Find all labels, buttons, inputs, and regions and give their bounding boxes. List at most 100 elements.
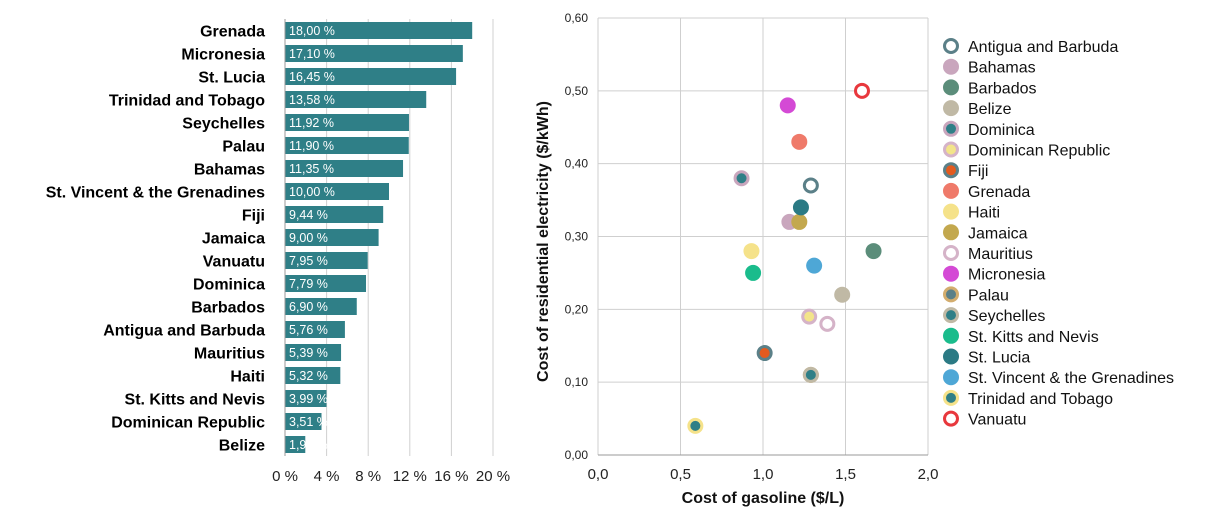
legend-marker: [943, 162, 959, 179]
bar-x-tick-label: 20 %: [476, 468, 510, 485]
scatter-x-tick-label: 2,0: [918, 466, 939, 483]
legend-label: Antigua and Barbuda: [968, 39, 1118, 56]
bar-value-label: 17,10 %: [289, 47, 335, 61]
bar-category-label: Mauritius: [194, 346, 265, 363]
bar-value-label: 7,95 %: [289, 254, 328, 268]
bar: [285, 344, 342, 361]
legend-marker: [943, 389, 959, 406]
bar-value-label: 5,32 %: [289, 369, 328, 383]
scatter-y-tick-label: 0,20: [565, 302, 589, 316]
scatter-point: [801, 308, 818, 325]
scatter-point: [733, 170, 750, 187]
legend-label: Palau: [968, 287, 1009, 304]
legend-label: St. Kitts and Nevis: [968, 329, 1099, 346]
legend-label: Dominica: [968, 122, 1035, 139]
scatter-point: [802, 177, 819, 194]
bar: [285, 68, 457, 85]
bar: [285, 275, 367, 292]
bar-category-label: Jamaica: [202, 231, 265, 248]
scatter-y-tick-label: 0,60: [565, 11, 589, 25]
bar-x-tick-label: 12 %: [393, 468, 427, 485]
bar-x-tick-label: 16 %: [434, 468, 468, 485]
legend-marker: [943, 265, 959, 282]
bar: [285, 206, 384, 223]
scatter-point: [687, 417, 704, 434]
bar-category-label: Dominica: [193, 277, 265, 294]
bar-category-label: Antigua and Barbuda: [103, 323, 265, 340]
legend-label: Trinidad and Tobago: [968, 391, 1113, 408]
bar-category-label: Grenada: [200, 24, 265, 41]
scatter-y-tick-label: 0,50: [565, 84, 589, 98]
bar-category-label: St. Lucia: [198, 70, 265, 87]
legend-marker: [943, 141, 959, 158]
scatter-point: [743, 243, 760, 260]
bar-category-label: Seychelles: [182, 116, 265, 133]
bar-category-label: Bahamas: [194, 162, 265, 179]
legend-marker: [943, 410, 959, 427]
legend-marker: [943, 286, 959, 303]
bar-value-label: 9,44 %: [289, 208, 328, 222]
bar-value-label: 16,45 %: [289, 70, 335, 84]
legend-label: Vanuatu: [968, 412, 1026, 429]
legend-marker: [943, 100, 959, 117]
scatter-point: [854, 82, 870, 99]
bar-category-label: Micronesia: [181, 47, 265, 64]
scatter-chart: 0,0 0,5 1,0 1,5 2,0 0,00 0,10 0,20 0,30 0,40 0,50 0…: [535, 11, 1174, 507]
legend-marker: [943, 327, 959, 344]
bar: [285, 229, 379, 246]
scatter-x-tick-label: 1,5: [835, 466, 856, 483]
scatter-point: [779, 97, 796, 114]
scatter-point: [792, 199, 809, 216]
bar: [285, 321, 345, 338]
bar-category-label: Haiti: [230, 369, 265, 386]
scatter-point: [745, 264, 762, 281]
bar-category-label: St. Vincent & the Grenadines: [46, 185, 265, 202]
bar-category-label: Fiji: [242, 208, 265, 225]
scatter-x-tick-label: 0,5: [670, 466, 691, 483]
scatter-point: [791, 133, 808, 150]
bar-x-tick-label: 8 %: [355, 468, 381, 485]
scatter-x-tick-label: 0,0: [588, 466, 609, 483]
bar-category-label: Trinidad and Tobago: [109, 93, 265, 110]
legend-label: Bahamas: [968, 60, 1036, 77]
legend-marker: [943, 58, 959, 75]
legend-marker: [943, 182, 959, 199]
bar: [285, 413, 322, 430]
bar: [285, 298, 357, 315]
bar-value-label: 11,35 %: [289, 162, 334, 176]
legend-label: Belize: [968, 101, 1012, 118]
bar-value-label: 9,00 %: [289, 231, 328, 245]
legend-marker: [943, 245, 959, 261]
legend-label: Mauritius: [968, 246, 1033, 263]
legend-label: Fiji: [968, 163, 988, 180]
bar-value-label: 1,95 %: [289, 438, 328, 452]
legend-label: St. Vincent & the Grenadines: [968, 370, 1174, 387]
bar: [285, 160, 404, 177]
scatter-x-tick-label: 1,0: [753, 466, 774, 483]
bar: [285, 183, 389, 200]
bar-value-label: 10,00 %: [289, 185, 335, 199]
legend-marker: [943, 79, 959, 96]
y-axis-title: Cost of residential electricity ($/kWh): [535, 101, 552, 382]
legend-label: Barbados: [968, 80, 1037, 97]
bar-category-label: Palau: [222, 139, 265, 156]
bar-value-label: 18,00 %: [289, 24, 335, 38]
legend-marker: [943, 38, 959, 54]
scatter-y-tick-label: 0,00: [565, 448, 589, 462]
legend-label: Micronesia: [968, 267, 1045, 284]
bar-value-label: 13,58 %: [289, 93, 335, 107]
bar-value-label: 7,79 %: [289, 277, 328, 291]
legend-marker: [943, 369, 959, 386]
bar-category-label: St. Kitts and Nevis: [125, 392, 266, 409]
bar-value-label: 5,39 %: [289, 346, 328, 360]
legend-label: St. Lucia: [968, 350, 1030, 367]
bar: [285, 137, 409, 154]
bar: [285, 252, 368, 269]
scatter-y-tick-label: 0,10: [565, 375, 589, 389]
legend-marker: [943, 120, 959, 137]
bar-value-label: 11,90 %: [289, 139, 334, 153]
scatter-point: [819, 315, 836, 332]
bar: [285, 436, 306, 453]
scatter-point: [865, 243, 882, 260]
legend-label: Jamaica: [968, 225, 1028, 242]
